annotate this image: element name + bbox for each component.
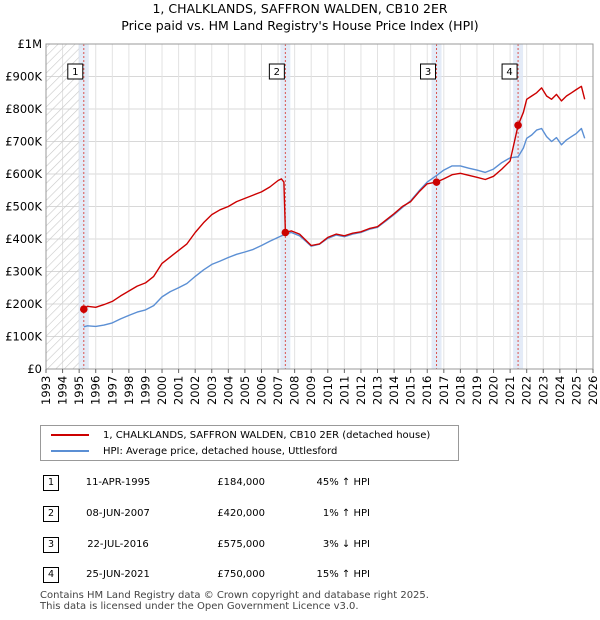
x-tick-label: 2004	[221, 376, 235, 405]
y-tick-label: £700K	[5, 135, 42, 149]
y-tick-label: £800K	[5, 102, 42, 116]
y-tick-label: £500K	[5, 200, 42, 214]
x-tick-label: 2019	[470, 376, 484, 405]
x-tick-label: 2026	[586, 376, 600, 405]
sale-label: 3	[425, 67, 431, 78]
sale-label-box	[67, 63, 84, 80]
transaction-hpi-delta: 15% ↑ HPI	[316, 569, 370, 580]
transaction-price: £184,000	[217, 477, 265, 488]
y-tick-label: £300K	[5, 265, 42, 279]
price-chart: 1 2 3 4 £0 £100K £200K £300K £400K £500K £600K £70…	[5, 37, 600, 405]
legend-swatch-hpi	[51, 450, 89, 452]
x-tick-label: 2001	[172, 376, 186, 405]
transaction-hpi-delta: 3% ↓ HPI	[322, 539, 370, 550]
sale-label-box	[420, 63, 437, 80]
plot-border	[45, 43, 594, 370]
x-tick-label: 2021	[503, 376, 517, 405]
pre-sale-hatch	[46, 44, 84, 369]
footer-attribution: Contains HM Land Registry data © Crown c…	[40, 590, 429, 612]
x-tick-label: 1996	[89, 376, 103, 405]
sale-label-box	[268, 63, 285, 80]
x-tick-label: 2000	[155, 376, 169, 405]
x-tick-label: 2009	[304, 376, 318, 405]
transaction-price: £575,000	[217, 539, 265, 550]
sale-point	[79, 305, 88, 314]
footer-copyright: Contains HM Land Registry data © Crown c…	[40, 590, 429, 601]
y-tick-label: £1M	[17, 37, 42, 51]
x-tick-label: 2005	[238, 376, 252, 405]
transaction-row: 3 22-JUL-2016 £575,000 3% ↓ HPI	[0, 537, 600, 557]
sale-point	[432, 178, 441, 186]
x-tick-label: 2024	[553, 376, 567, 405]
x-tick-label: 2018	[453, 376, 467, 405]
legend-label-property: 1, CHALKLANDS, SAFFRON WALDEN, CB10 2ER …	[103, 429, 431, 441]
sale-band	[280, 44, 291, 369]
transaction-hpi-delta: 45% ↑ HPI	[316, 477, 370, 488]
x-tick-label: 2015	[404, 376, 418, 405]
sale-band	[431, 44, 442, 369]
sale-label: 1	[72, 67, 78, 78]
legend-item-hpi: HPI: Average price, detached house, Uttl…	[51, 444, 337, 458]
series-line-property	[83, 85, 586, 310]
transaction-row: 2 08-JUN-2007 £420,000 1% ↑ HPI	[0, 506, 600, 526]
x-tick-label: 2002	[188, 376, 202, 405]
x-tick-label: 2014	[387, 376, 401, 405]
x-tick-label: 1997	[105, 376, 119, 405]
transaction-date: 11-APR-1995	[85, 477, 151, 488]
sale-label-box	[501, 63, 518, 80]
x-tick-label: 2003	[205, 376, 219, 405]
transaction-number: 1	[43, 475, 59, 491]
transaction-number: 3	[43, 537, 59, 553]
footer-licence: This data is licensed under the Open Gov…	[40, 601, 359, 612]
transaction-date: 25-JUN-2021	[86, 569, 150, 580]
transaction-row: 4 25-JUN-2021 £750,000 15% ↑ HPI	[0, 567, 600, 587]
legend-item-property: 1, CHALKLANDS, SAFFRON WALDEN, CB10 2ER …	[51, 428, 430, 442]
x-tick-label: 2025	[569, 376, 583, 405]
transaction-date: 08-JUN-2007	[86, 508, 150, 519]
x-tick-label: 2006	[254, 376, 268, 405]
y-tick-label: £900K	[5, 70, 42, 84]
chart-legend: 1, CHALKLANDS, SAFFRON WALDEN, CB10 2ER …	[40, 425, 459, 461]
transaction-number: 4	[43, 567, 59, 583]
sale-point	[514, 121, 522, 130]
chart-title: 1, CHALKLANDS, SAFFRON WALDEN, CB10 2ER	[152, 1, 448, 16]
transaction-number: 2	[43, 506, 59, 522]
x-tick-label: 1999	[138, 376, 152, 405]
sale-point	[281, 228, 290, 237]
sale-label: 2	[274, 67, 280, 78]
y-tick-label: £400K	[5, 232, 42, 246]
y-tick-label: £0	[27, 362, 42, 376]
x-tick-label: 2020	[487, 376, 501, 405]
x-tick-label: 1994	[56, 376, 70, 405]
chart-subtitle: Price paid vs. HM Land Registry's House …	[121, 18, 479, 33]
x-tick-label: 2012	[354, 376, 368, 405]
x-tick-label: 1995	[72, 376, 86, 405]
sale-label: 4	[506, 67, 512, 78]
x-tick-label: 2008	[288, 376, 302, 405]
transaction-price: £420,000	[217, 508, 265, 519]
transaction-row: 1 11-APR-1995 £184,000 45% ↑ HPI	[0, 475, 600, 495]
transaction-hpi-delta: 1% ↑ HPI	[322, 508, 370, 519]
legend-swatch-property	[51, 434, 89, 436]
x-tick-label: 2011	[337, 376, 351, 405]
x-tick-label: 2007	[271, 376, 285, 405]
sale-band	[78, 44, 89, 369]
series-line-hpi	[83, 127, 586, 328]
x-tick-label: 2016	[420, 376, 434, 405]
x-tick-label: 1993	[39, 376, 53, 405]
x-tick-label: 1998	[122, 376, 136, 405]
y-tick-label: £200K	[5, 297, 42, 311]
y-tick-label: £100K	[5, 330, 42, 344]
legend-label-hpi: HPI: Average price, detached house, Uttl…	[103, 445, 338, 457]
transaction-price: £750,000	[217, 569, 265, 580]
sale-band	[513, 44, 524, 369]
x-tick-label: 2023	[536, 376, 550, 405]
transaction-date: 22-JUL-2016	[87, 539, 149, 550]
y-tick-label: £600K	[5, 167, 42, 181]
x-tick-label: 2022	[520, 376, 534, 405]
x-tick-label: 2010	[321, 376, 335, 405]
x-tick-label: 2017	[437, 376, 451, 405]
x-tick-label: 2013	[371, 376, 385, 405]
